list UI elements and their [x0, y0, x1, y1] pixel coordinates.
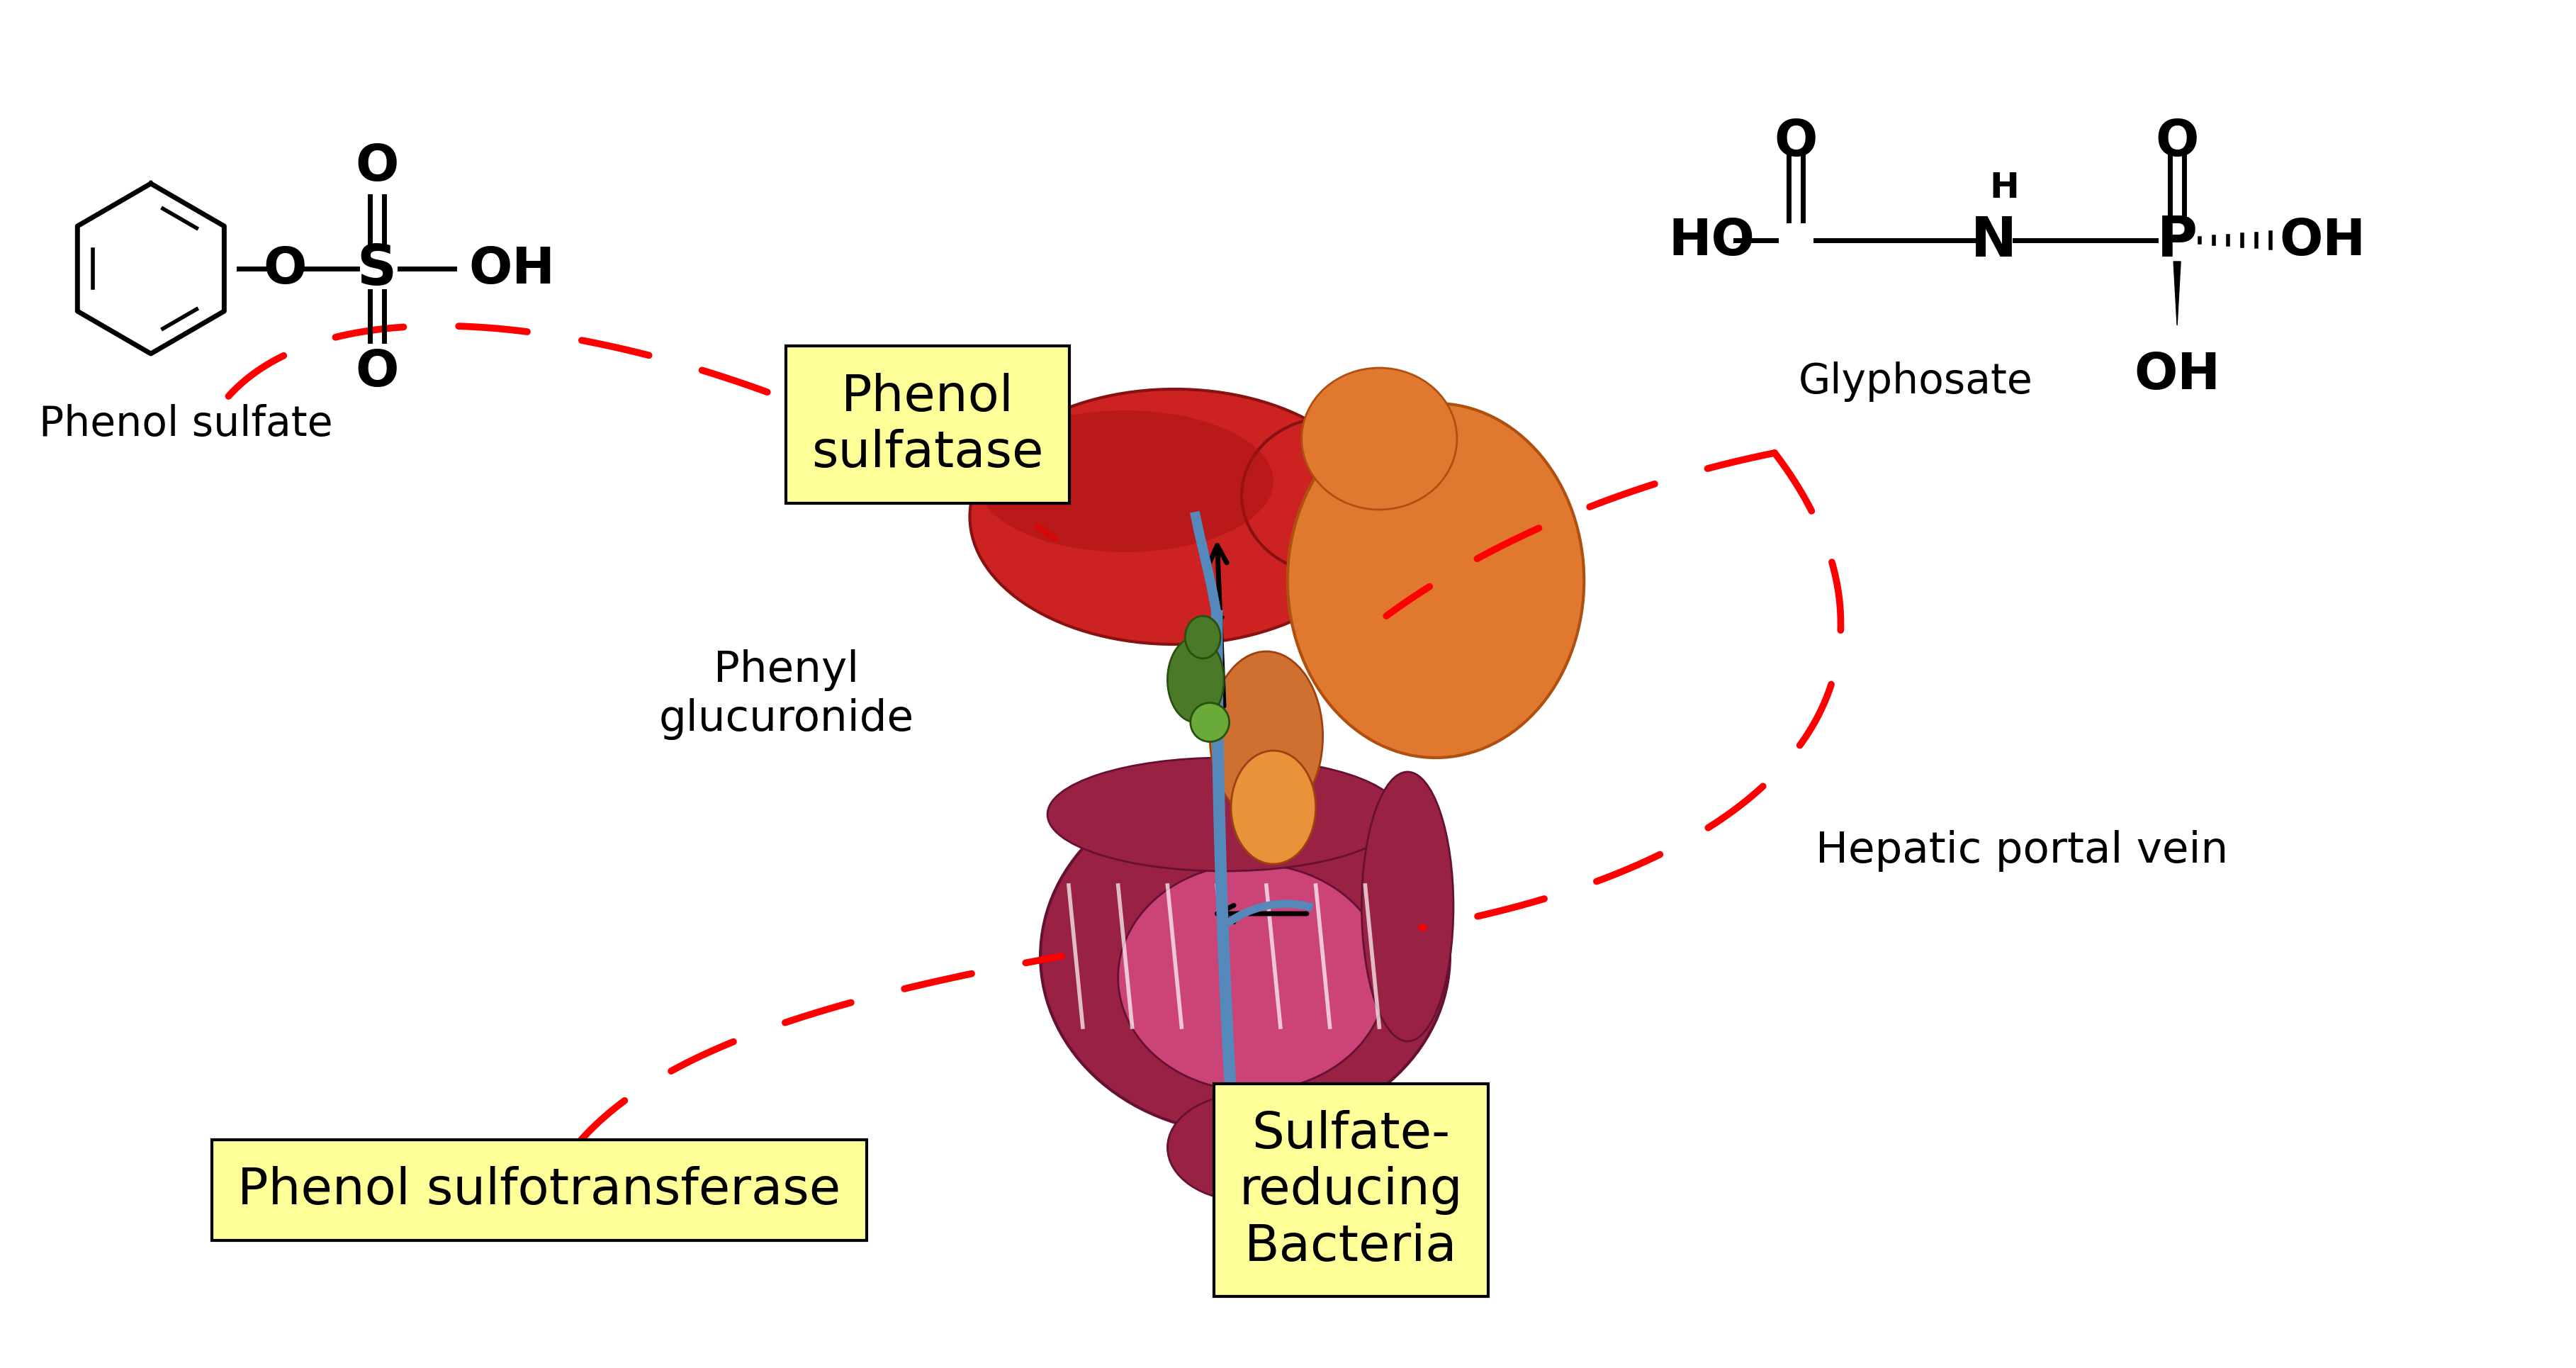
Ellipse shape [1242, 419, 1419, 573]
Text: N: N [1971, 213, 2017, 268]
Ellipse shape [1185, 617, 1221, 659]
Ellipse shape [1211, 651, 1324, 822]
Ellipse shape [969, 390, 1378, 644]
Ellipse shape [1190, 703, 1229, 741]
Ellipse shape [1288, 404, 1584, 758]
Ellipse shape [976, 410, 1273, 553]
Text: Phenol sulfate: Phenol sulfate [39, 404, 332, 445]
Text: O: O [355, 142, 399, 192]
Ellipse shape [1048, 758, 1401, 871]
Text: Hepatic portal vein: Hepatic portal vein [1816, 829, 2228, 871]
Ellipse shape [1118, 865, 1386, 1092]
Ellipse shape [1167, 1094, 1324, 1201]
Text: OH: OH [469, 245, 554, 294]
Polygon shape [2174, 263, 2182, 326]
Text: Phenol sulfotransferase: Phenol sulfotransferase [237, 1166, 840, 1215]
Text: OH: OH [2280, 216, 2365, 265]
Ellipse shape [1167, 637, 1224, 722]
Text: S: S [358, 242, 397, 295]
Text: OH: OH [2133, 350, 2221, 399]
Ellipse shape [1041, 780, 1450, 1134]
Ellipse shape [1231, 751, 1316, 865]
Text: H: H [1989, 171, 2020, 205]
Text: O: O [2156, 118, 2200, 166]
Text: O: O [263, 245, 307, 294]
Text: Phenyl
glucuronide: Phenyl glucuronide [659, 650, 914, 739]
Text: O: O [1775, 118, 1819, 166]
Text: Sulfate-
reducing
Bacteria: Sulfate- reducing Bacteria [1239, 1109, 1463, 1271]
Text: Phenol
sulfatase: Phenol sulfatase [811, 372, 1043, 477]
Ellipse shape [1363, 772, 1453, 1041]
Text: P: P [2156, 213, 2197, 268]
Text: Glyphosate: Glyphosate [1798, 361, 2032, 402]
Text: HO: HO [1669, 216, 1754, 265]
Ellipse shape [1301, 368, 1458, 510]
Text: O: O [355, 347, 399, 397]
